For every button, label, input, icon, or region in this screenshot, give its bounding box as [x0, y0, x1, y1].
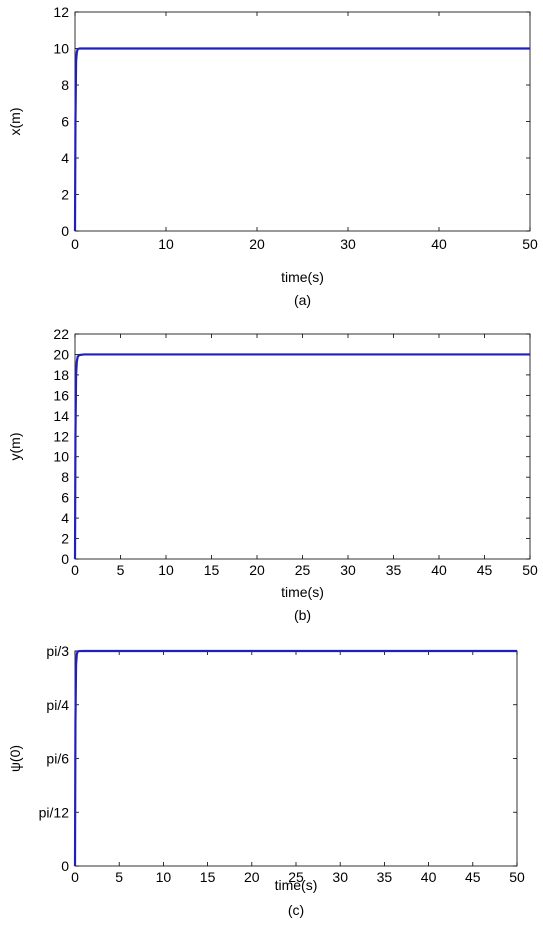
panel-caption: (b): [294, 607, 311, 623]
y-tick-label: 10: [53, 41, 69, 57]
plot-frame-1: [74, 11, 531, 232]
y-tick-label: 0: [61, 858, 69, 874]
y-axis-label: ψ(0): [7, 745, 23, 772]
panel-caption: (a): [294, 292, 311, 308]
y-tick-label: 2: [61, 187, 69, 203]
x-tick-label: 0: [71, 236, 79, 252]
y-axis-label: x(m): [7, 108, 23, 136]
y-tick-label: 6: [61, 114, 69, 130]
x-tick-label: 30: [332, 869, 348, 885]
y-tick-label: pi/6: [46, 751, 69, 767]
plot-frame-2: [74, 333, 531, 560]
y-tick-label: 14: [53, 408, 69, 424]
x-tick-label: 50: [509, 869, 525, 885]
x-tick-label: 35: [377, 869, 393, 885]
x-tick-label: 10: [158, 236, 174, 252]
y-tick-label: 10: [53, 449, 69, 465]
series-line-1: [73, 47, 530, 232]
y-tick-label: 4: [61, 510, 69, 526]
x-tick-label: 45: [477, 562, 493, 578]
y-tick-label: 8: [61, 469, 69, 485]
x-tick-label: 35: [386, 562, 402, 578]
x-tick-label: 40: [431, 236, 447, 252]
y-tick-label: 0: [61, 223, 69, 239]
x-tick-label: 30: [340, 236, 356, 252]
y-tick-label: 16: [53, 387, 69, 403]
x-tick-label: 45: [465, 869, 481, 885]
y-tick-label: 4: [61, 150, 69, 166]
y-tick-label: pi/3: [46, 643, 69, 659]
x-tick-label: 50: [522, 562, 538, 578]
y-tick-label: 18: [53, 367, 69, 383]
x-tick-label: 50: [522, 236, 538, 252]
y-tick-label: 8: [61, 77, 69, 93]
x-tick-label: 10: [156, 869, 172, 885]
series-line-2: [73, 353, 530, 560]
y-tick-label: pi/4: [46, 697, 69, 713]
x-tick-label: 0: [71, 869, 79, 885]
y-tick-label: 12: [53, 4, 69, 20]
x-axis-label: time(s): [281, 269, 324, 285]
y-tick-label: 2: [61, 531, 69, 547]
x-tick-label: 15: [200, 869, 216, 885]
y-tick-label: 12: [53, 428, 69, 444]
x-tick-label: 20: [249, 236, 265, 252]
x-tick-label: 30: [340, 562, 356, 578]
x-tick-label: 10: [158, 562, 174, 578]
y-tick-label: 22: [53, 326, 69, 342]
x-axis-label: time(s): [275, 877, 318, 893]
x-tick-label: 25: [295, 562, 311, 578]
panel-caption: (c): [288, 902, 304, 918]
y-tick-label: pi/12: [39, 804, 70, 820]
x-tick-label: 5: [117, 562, 125, 578]
x-tick-label: 15: [204, 562, 220, 578]
x-tick-label: 25: [288, 869, 304, 885]
y-tick-label: 20: [53, 346, 69, 362]
x-tick-label: 20: [244, 869, 260, 885]
y-tick-label: 6: [61, 490, 69, 506]
x-tick-label: 20: [249, 562, 265, 578]
plot-frame-3: [74, 650, 518, 867]
x-tick-label: 40: [421, 869, 437, 885]
x-axis-label: time(s): [281, 584, 324, 600]
y-tick-label: 0: [61, 551, 69, 567]
x-tick-label: 40: [431, 562, 447, 578]
x-tick-label: 0: [71, 562, 79, 578]
y-axis-label: y(m): [7, 433, 23, 461]
series-line-3: [73, 649, 517, 867]
x-tick-label: 5: [115, 869, 123, 885]
